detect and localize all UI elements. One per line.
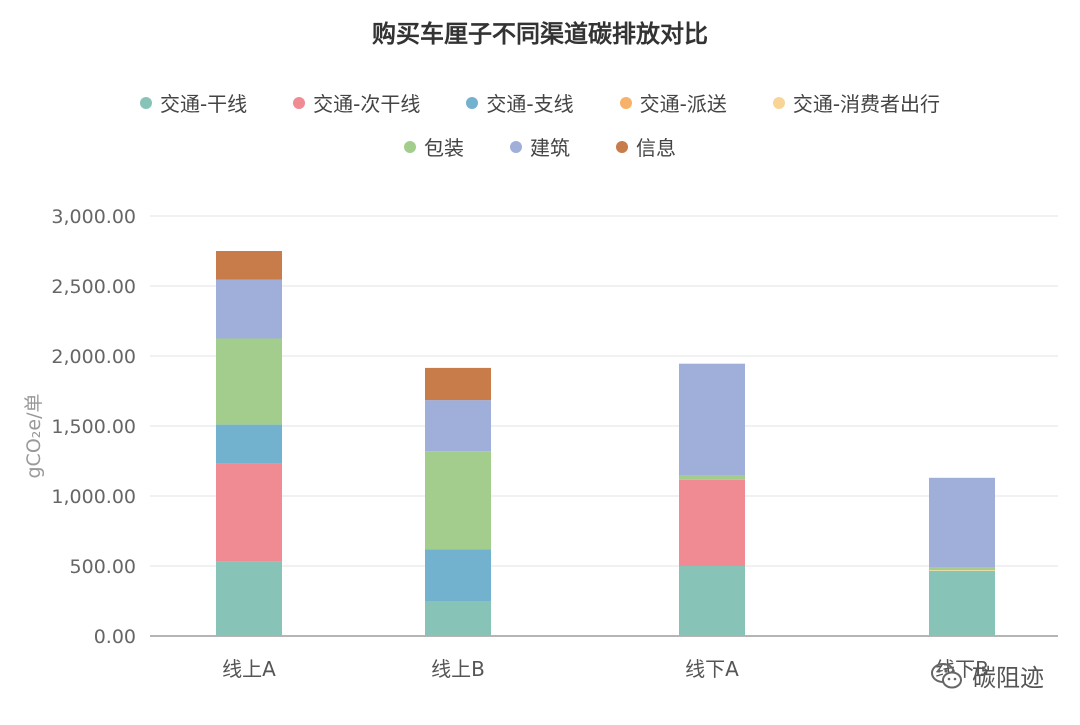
y-tick-label: 1,000.00 — [51, 486, 136, 508]
legend-row-1: 交通-干线 交通-次干线 交通-支线 交通-派送 交通-消费者出行 — [0, 88, 1080, 117]
legend-label-information: 信息 — [636, 136, 676, 160]
legend-label-packaging: 包装 — [424, 136, 464, 160]
bar-segment — [216, 561, 282, 636]
watermark-text: 碳阻迹 — [972, 664, 1044, 692]
bar-segment — [425, 451, 491, 550]
legend-marker-packaging — [404, 140, 416, 153]
legend-item-information[interactable]: 信息 — [616, 132, 676, 161]
legend-marker-building — [510, 140, 522, 153]
y-tick-label: 3,000.00 — [51, 206, 136, 228]
legend-label-building: 建筑 — [530, 136, 570, 160]
x-tick-label: 线上A — [222, 657, 276, 681]
legend-item-transport-trunk[interactable]: 交通-干线 — [139, 88, 248, 117]
bar-segment — [216, 424, 282, 464]
bar-segment — [216, 338, 282, 425]
watermark: 碳阻迹 — [930, 658, 1044, 693]
legend-label-transport-trunk: 交通-干线 — [159, 92, 248, 116]
bar-segment — [216, 251, 282, 280]
legend-label-transport-secondary: 交通-次干线 — [313, 92, 421, 116]
legend-label-transport-consumer: 交通-消费者出行 — [792, 92, 941, 116]
y-tick-label: 0.00 — [94, 626, 136, 648]
legend-item-transport-branch[interactable]: 交通-支线 — [466, 88, 574, 117]
bar-segment — [679, 475, 745, 480]
legend-marker-transport-consumer — [772, 96, 785, 109]
bar-segment — [929, 477, 995, 568]
legend-label-transport-delivery: 交通-派送 — [639, 92, 727, 116]
legend-item-transport-secondary[interactable]: 交通-次干线 — [293, 88, 420, 117]
bar-segment — [679, 363, 745, 476]
bar-segment — [425, 601, 491, 636]
legend-item-transport-consumer[interactable]: 交通-消费者出行 — [772, 88, 941, 117]
legend-label-transport-branch: 交通-支线 — [486, 92, 574, 116]
x-tick-label: 线上B — [431, 657, 485, 681]
wechat-icon — [931, 662, 962, 688]
y-axis-label: gCO₂e/单 — [23, 394, 45, 479]
bar-segment — [425, 367, 491, 401]
bar-segment — [679, 479, 745, 566]
legend-marker-information — [616, 140, 628, 153]
y-tick-label: 500.00 — [70, 556, 136, 578]
x-tick-label: 线下A — [685, 657, 739, 681]
bar-segment — [216, 279, 282, 339]
bar-segment — [679, 566, 745, 636]
y-tick-label: 2,000.00 — [51, 346, 136, 368]
legend-item-packaging[interactable]: 包装 — [404, 132, 464, 161]
legend-marker-transport-delivery — [619, 96, 632, 109]
legend-marker-transport-secondary — [293, 96, 306, 109]
bar-segment — [425, 549, 491, 601]
y-tick-label: 2,500.00 — [51, 276, 136, 298]
bar-segment — [216, 463, 282, 562]
legend-item-building[interactable]: 建筑 — [510, 132, 570, 161]
legend-row-2: 包装 建筑 信息 — [0, 132, 1080, 161]
chart-title: 购买车厘子不同渠道碳排放对比 — [372, 20, 708, 48]
legend-marker-transport-trunk — [139, 96, 152, 109]
bar-segment — [929, 570, 995, 571]
legend-item-transport-delivery[interactable]: 交通-派送 — [619, 88, 727, 117]
y-tick-label: 1,500.00 — [51, 416, 136, 438]
bar-segment — [929, 567, 995, 571]
bar-segment — [929, 570, 995, 636]
legend-marker-transport-branch — [466, 96, 479, 109]
bar-segment — [425, 400, 491, 452]
